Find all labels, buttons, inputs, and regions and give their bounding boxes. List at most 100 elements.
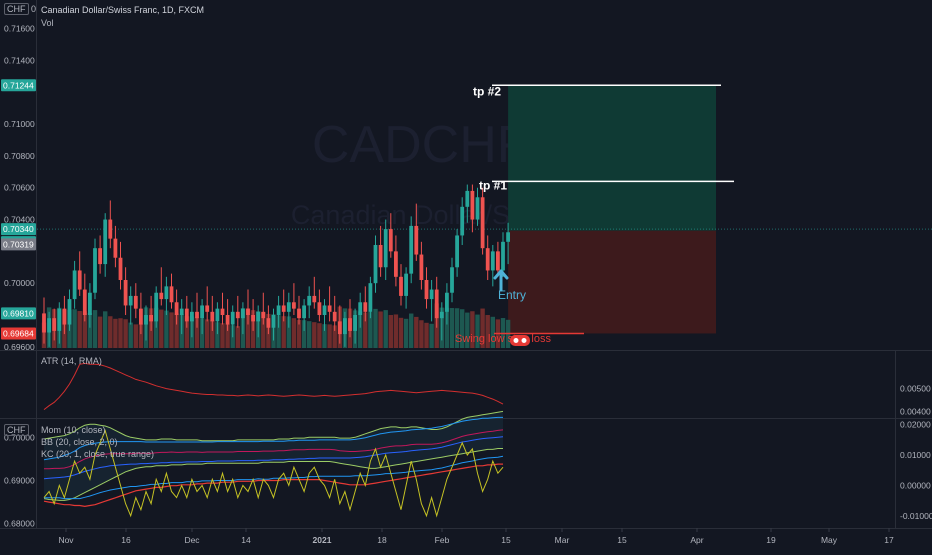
volume-bar [403, 318, 409, 348]
candle-body [113, 238, 118, 258]
support-line [43, 463, 503, 508]
atr-legend[interactable]: ATR (14, RMA) [41, 356, 102, 366]
volume-bar [113, 318, 118, 348]
candle-body [261, 311, 266, 319]
volume-bar [220, 323, 225, 348]
candle-body [246, 308, 250, 315]
candle-body [184, 308, 189, 322]
volume-bar [154, 307, 159, 348]
candle-body [470, 190, 475, 220]
indicator-right-axis-label: 0.01000 [900, 450, 931, 460]
volume-bar [97, 316, 103, 348]
volume-bar [123, 319, 128, 348]
time-axis-label: 15 [501, 535, 511, 545]
volume-bar [194, 317, 200, 348]
volume-bar [235, 326, 240, 348]
candle-body [241, 308, 245, 319]
volume-bar [210, 320, 215, 348]
price-badge-bg [1, 79, 36, 92]
candle-body [337, 321, 342, 335]
kc-legend[interactable]: KC (20, 1, close, true range) [41, 449, 155, 459]
candle-body [490, 251, 495, 271]
time-axis-label: 18 [377, 535, 387, 545]
candle-body [200, 305, 204, 319]
candle-body [205, 305, 210, 312]
candle-body [88, 292, 92, 315]
volume-bar [363, 312, 368, 348]
volume-bar [276, 315, 281, 348]
price-badge-bg [1, 307, 36, 320]
volume-bar [87, 313, 93, 348]
candles [42, 184, 510, 347]
candle-body [179, 308, 184, 315]
currency-button[interactable]: CHF 0 [4, 3, 36, 15]
volume-bar [312, 322, 317, 348]
candle-body [225, 315, 230, 325]
volume-bar [159, 309, 164, 348]
volume-bar [205, 319, 210, 348]
indicator-right-axis-label: -0.01000 [900, 511, 932, 521]
time-axis-label: Feb [435, 535, 450, 545]
candle-body [256, 311, 261, 322]
stop-loss-label: Swing low stop loss [455, 333, 551, 345]
candle-body [317, 302, 322, 315]
volume-bar [225, 324, 230, 348]
candle-body [327, 305, 332, 312]
time-axis-label: 17 [884, 535, 894, 545]
profit-zone[interactable] [508, 85, 716, 231]
candle-body [383, 229, 388, 268]
candle-body [307, 295, 312, 306]
candle-body [348, 318, 352, 331]
candle-body [312, 295, 317, 303]
volume-bar [322, 324, 327, 348]
loss-zone[interactable] [508, 230, 716, 334]
candle-body [414, 225, 419, 255]
price-axis-label: 0.70400 [4, 215, 35, 225]
bb-legend[interactable]: BB (20, close, 2, 0) [41, 437, 118, 447]
candle-body [353, 315, 357, 331]
candle-body [388, 229, 393, 252]
price-badge-bg [1, 238, 36, 251]
candle-body [480, 197, 485, 249]
kc-lower-line [44, 455, 504, 500]
bottom-currency-label[interactable]: CHF [4, 424, 29, 436]
candle-body [429, 289, 434, 300]
candle-body [123, 280, 128, 306]
volume-bar [245, 308, 251, 348]
volume-bar [281, 316, 286, 348]
volume-bar [317, 323, 322, 348]
volume-bar [291, 318, 297, 348]
indicator-left-axis-label: 0.70000 [4, 432, 35, 442]
volume-bar [424, 322, 429, 348]
candle-body [302, 305, 306, 319]
volume-bar [296, 319, 302, 348]
time-axis-label: May [821, 535, 838, 545]
indicator-left-axis-label: 0.69000 [4, 475, 35, 485]
candle-body [404, 273, 408, 296]
candle-body [378, 245, 383, 268]
price-axis-label: 0.69600 [4, 342, 35, 352]
candle-body [445, 292, 449, 312]
volume-bar [419, 320, 424, 348]
candle-body [322, 305, 327, 315]
candle-body [450, 267, 454, 293]
bb-basis-line [44, 429, 504, 470]
volume-bar [449, 308, 455, 348]
bollinger-band-fill [44, 411, 503, 501]
candle-body [424, 280, 429, 300]
candle-body [363, 302, 368, 312]
entry-label: Entry [498, 288, 526, 302]
event-flag-icon[interactable] [510, 335, 530, 346]
mom-legend[interactable]: Mom (10, close) [41, 425, 106, 435]
symbol-title[interactable]: Canadian Dollar/Swiss Franc, 1D, FXCM [41, 5, 205, 15]
candle-body [419, 254, 424, 280]
volume-bar [261, 312, 266, 348]
candle-body [190, 311, 194, 322]
momentum-line [43, 429, 504, 518]
time-axis-label: 2021 [313, 535, 332, 545]
candle-body [368, 283, 373, 312]
candle-body [42, 313, 46, 333]
volume-label[interactable]: Vol [41, 18, 54, 28]
